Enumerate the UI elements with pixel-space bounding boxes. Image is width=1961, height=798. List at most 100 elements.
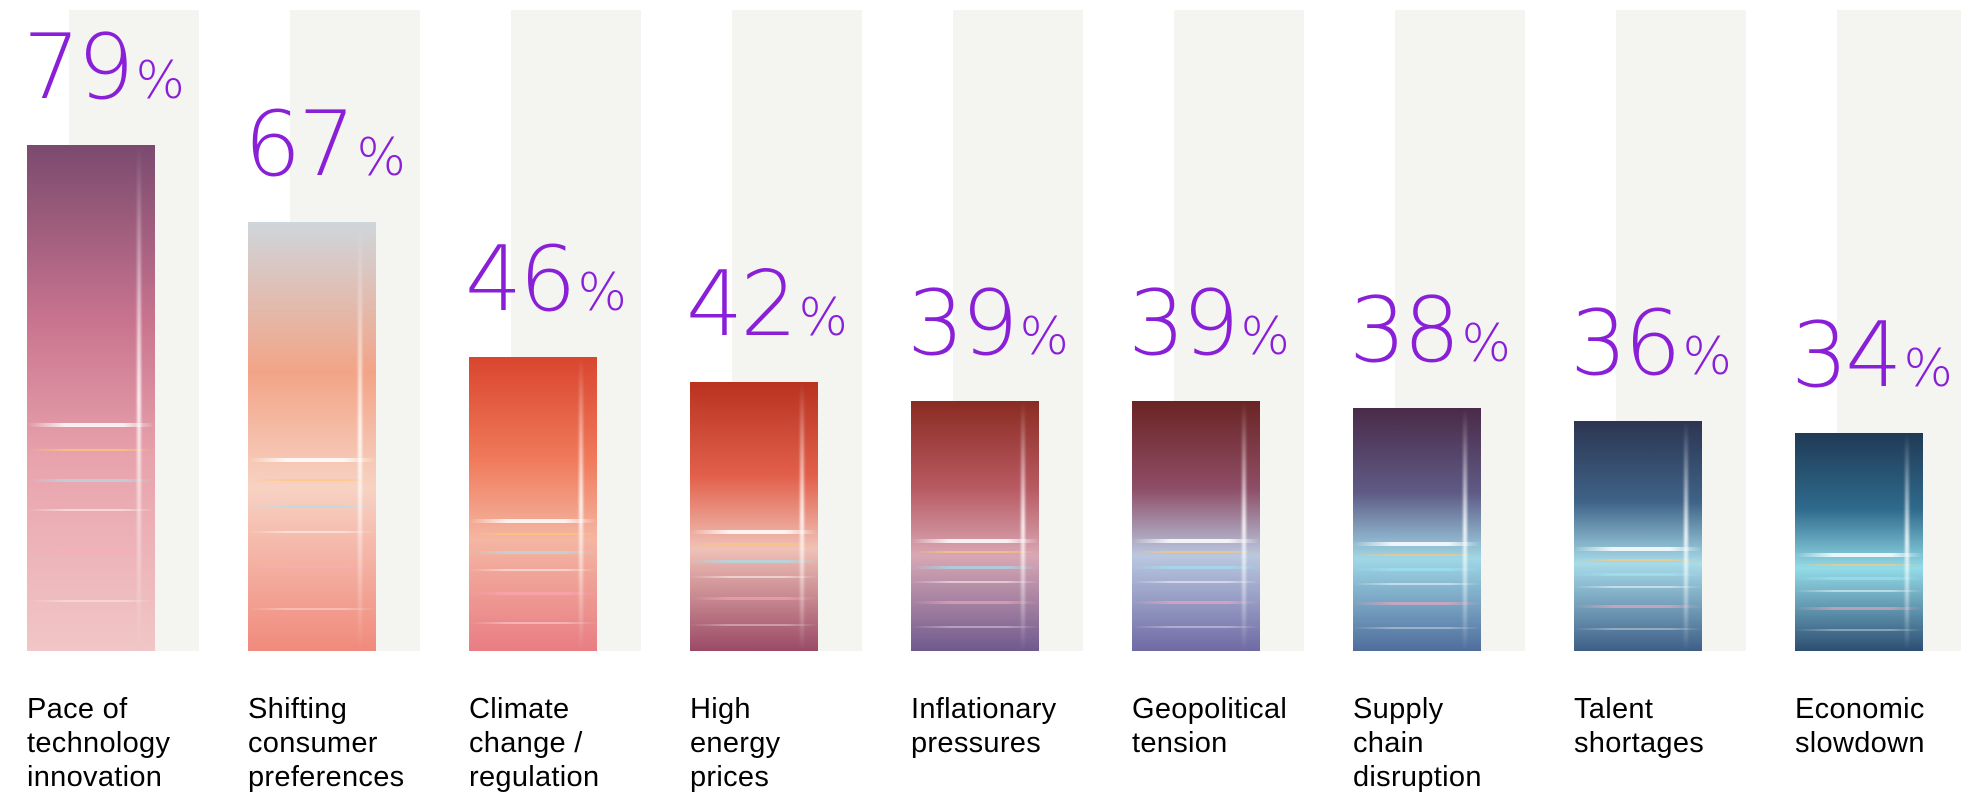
bar-value-unit: % [356,128,406,189]
bar-light-streak [911,626,1039,629]
bar [1132,401,1260,651]
bar-value-unit: % [1461,313,1511,374]
bar-value-number: 46 [465,226,577,332]
bar-value-unit: % [798,288,848,349]
bar-light-streak [1795,607,1923,611]
bar-light-streak [1132,538,1260,543]
bar-light-streak [690,530,818,535]
bar-light-flare [1021,401,1025,651]
bar-light-flare [579,356,583,651]
bar-light-streak [248,565,376,569]
bar-light-streak [911,551,1039,554]
bar-light-streak [911,601,1039,605]
bar-light-streak [1353,626,1481,629]
bar-light-flare [1242,401,1246,651]
bar-light-streak [27,549,155,553]
bar-light-streak [1353,553,1481,556]
bar-light-streak [1353,582,1481,585]
bar-light-streak [1353,541,1481,546]
bar-light-streak [1132,601,1260,605]
category-label: Climate change / regulation [469,693,600,793]
category-label: High energy prices [690,693,781,793]
bar [248,222,376,651]
bar-value-number: 79 [23,15,135,121]
bar-light-flare [358,222,362,651]
bar-light-streak [469,568,597,571]
category-label: Shifting consumer preferences [248,693,405,793]
bar-light-streak [27,448,155,451]
bar-light-streak [1574,586,1702,589]
bar-light-streak [1795,577,1923,580]
bar-light-streak [27,423,155,428]
bar-light-streak [1795,563,1923,566]
bar-value-label: 34% [1791,311,1953,401]
bar-light-streak [1132,626,1260,629]
bar-value-number: 39 [1128,271,1240,377]
bar-light-streak [248,479,376,482]
bar-light-streak [690,575,818,578]
bar-light-streak [27,600,155,603]
bar-value-unit: % [577,262,627,323]
bar-light-streak [469,533,597,536]
bar-light-streak [690,543,818,546]
bar-value-label: 46% [465,234,627,325]
bar-light-streak [1353,568,1481,572]
bar-light-streak [469,518,597,523]
bar-light-streak [1574,627,1702,630]
category-label: Supply chain disruption [1353,693,1482,793]
bar-light-streak [469,592,597,596]
bar-light-streak [1132,581,1260,584]
bar-value-number: 39 [907,271,1019,377]
bar-light-streak [911,581,1039,584]
bar-light-streak [27,479,155,483]
bar [911,401,1039,651]
bar-light-streak [1795,553,1923,558]
category-label: Pace of technology innovation [27,693,171,793]
bar-light-streak [911,538,1039,543]
bar [27,145,155,651]
bar [1795,433,1923,651]
bar-value-number: 36 [1570,290,1682,396]
bar-light-streak [248,505,376,509]
bar-light-streak [248,458,376,463]
bar-light-streak [248,608,376,611]
bar-value-number: 67 [244,92,356,198]
bar-light-streak [1795,590,1923,593]
bar-light-streak [27,509,155,512]
bar-light-streak [911,566,1039,570]
bar-value-unit: % [135,51,185,112]
bar-value-label: 39% [907,279,1069,369]
category-label: Inflationary pressures [911,693,1057,759]
bar-value-label: 79% [23,23,185,113]
bar [1353,407,1481,651]
bar-light-flare [1905,433,1909,651]
bar-light-flare [1463,407,1467,651]
bar-light-streak [248,530,376,533]
bar-value-label: 38% [1349,285,1511,376]
bar-light-streak [690,597,818,601]
bar [1574,420,1702,651]
bar-value-unit: % [1903,339,1953,400]
bar-value-unit: % [1019,307,1069,368]
bar-light-streak [690,559,818,563]
bar-value-label: 39% [1128,279,1290,369]
bar-value-label: 36% [1570,298,1732,389]
bar-value-number: 38 [1349,277,1461,383]
category-label: Economic slowdown [1795,693,1925,759]
bar-light-streak [1574,572,1702,576]
bar-light-streak [1132,566,1260,570]
bar-light-streak [690,624,818,627]
bar-value-label: 67% [244,100,406,190]
bar-light-streak [1795,629,1923,632]
bar-light-streak [1353,602,1481,606]
bar-value-unit: % [1682,326,1732,387]
bar [690,382,818,651]
bar-value-unit: % [1240,307,1290,368]
category-label: Geopolitical tension [1132,693,1288,759]
bar-value-number: 42 [686,252,798,358]
bar-light-streak [1574,604,1702,608]
bar-light-streak [1574,547,1702,552]
bar-light-flare [137,145,141,651]
bar-value-label: 42% [686,260,848,350]
category-label: Talent shortages [1574,693,1705,759]
